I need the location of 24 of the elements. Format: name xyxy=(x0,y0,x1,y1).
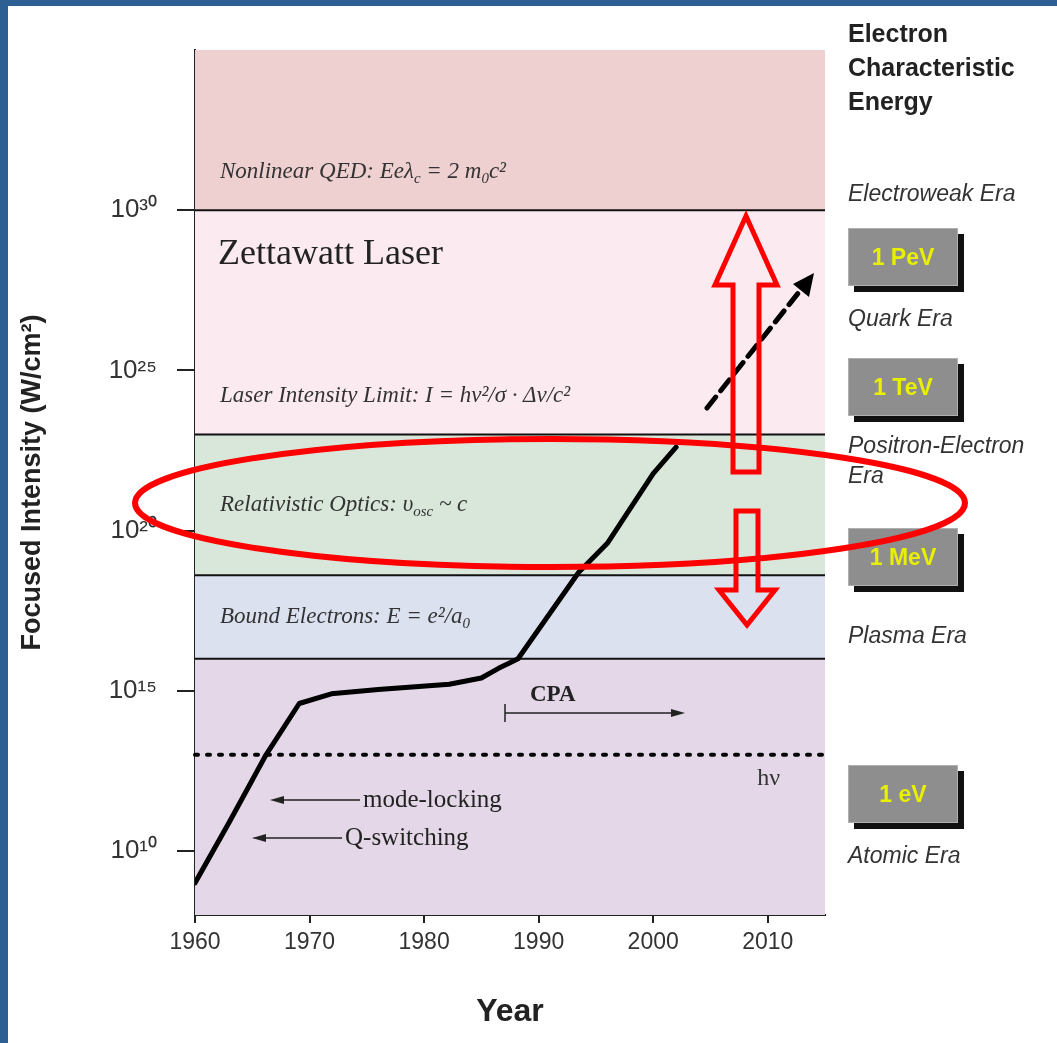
annotation: CPA xyxy=(530,681,576,706)
y-axis-title: Focused Intensity (W/cm²) xyxy=(15,314,46,651)
x-axis-title: Year xyxy=(476,991,544,1028)
text: Atomic Era xyxy=(848,841,962,870)
annotation: Q-switching xyxy=(345,822,470,850)
annotation: mode-locking xyxy=(363,784,503,812)
y-tick-label: 10²⁵ xyxy=(108,353,157,384)
text: Quark Era xyxy=(848,304,954,333)
text: Positron-Electron Era xyxy=(848,431,1026,490)
x-tick-label: 1980 xyxy=(398,928,450,955)
y-tick-label: 10¹⁵ xyxy=(108,673,157,704)
band-label: Laser Intensity Limit: I = hν²/σ · Δν/c² xyxy=(219,382,572,408)
x-tick-label: 1970 xyxy=(283,928,336,955)
annotation: Zettawatt Laser xyxy=(218,232,443,273)
text: Electroweak Era xyxy=(848,179,1017,208)
x-tick-label: 1990 xyxy=(513,928,565,955)
y-tick-label: 10³⁰ xyxy=(110,193,157,224)
text: Electron Characteristic Energy xyxy=(848,18,1016,117)
x-tick-label: 2000 xyxy=(627,928,679,955)
y-tick-label: 10¹⁰ xyxy=(110,834,157,865)
x-tick-label: 1960 xyxy=(169,928,221,955)
x-tick-label: 2010 xyxy=(742,928,794,955)
text: Plasma Era xyxy=(848,621,968,650)
ref-line-label: hν xyxy=(757,764,781,791)
